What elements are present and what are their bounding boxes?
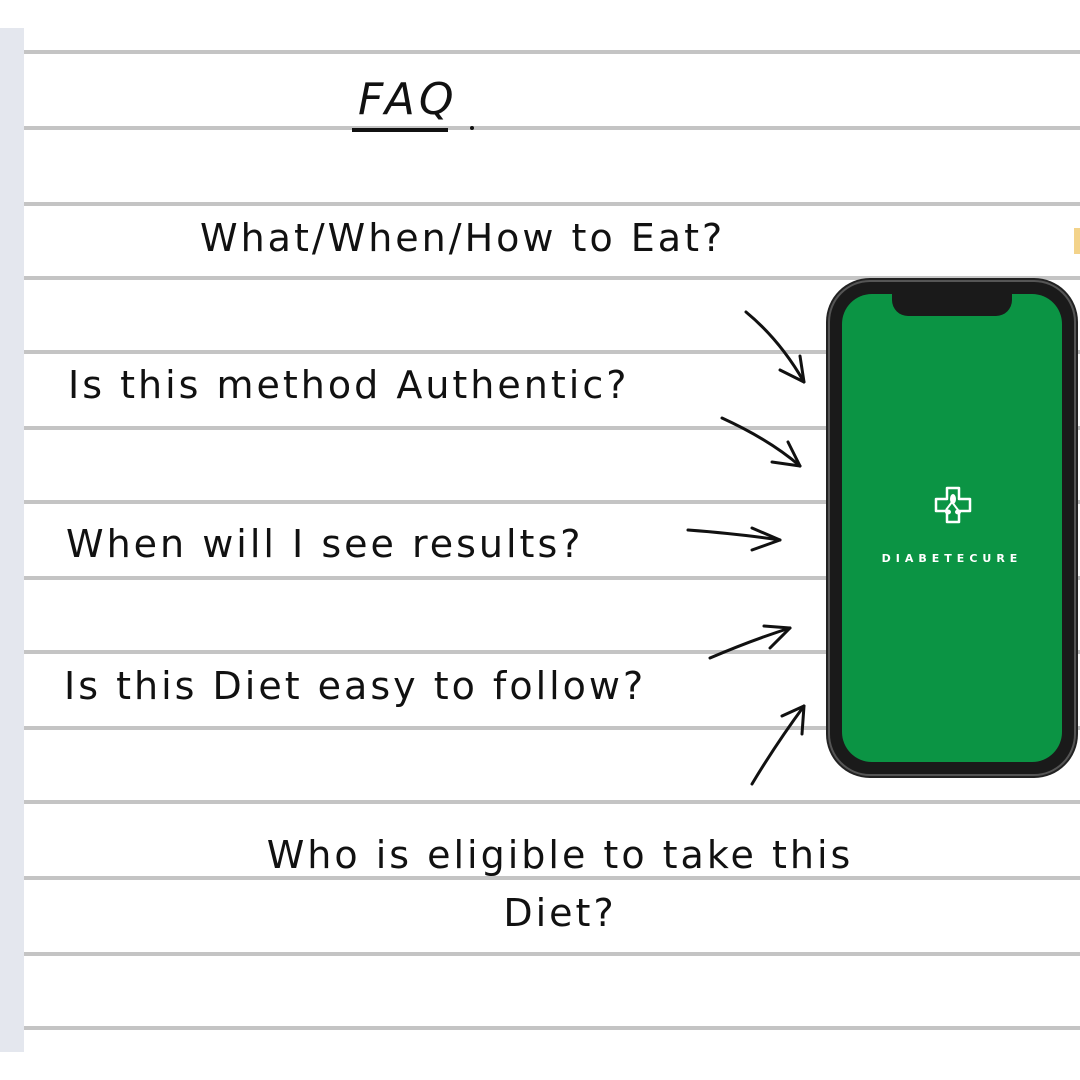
arrow-1 bbox=[744, 310, 806, 384]
edge-highlight-mark bbox=[1074, 228, 1080, 254]
phone-notch bbox=[892, 294, 1012, 316]
left-margin-strip bbox=[0, 28, 24, 1052]
arrow-5 bbox=[750, 704, 806, 786]
arrow-3 bbox=[686, 526, 782, 552]
faq-title-underline bbox=[352, 128, 448, 132]
question-easy-to-follow: Is this Diet easy to follow? bbox=[64, 664, 647, 708]
arrow-4 bbox=[708, 624, 792, 660]
question-results: When will I see results? bbox=[66, 522, 584, 566]
question-authentic: Is this method Authentic? bbox=[68, 363, 630, 407]
smartphone: DIABETECURE bbox=[830, 282, 1074, 774]
arrow-2 bbox=[720, 416, 802, 468]
question-what-when-how: What/When/How to Eat? bbox=[200, 216, 726, 260]
medical-cross-leaf-icon bbox=[934, 486, 972, 524]
faq-title-dot bbox=[470, 126, 474, 130]
brand-name: DIABETECURE bbox=[881, 552, 1023, 565]
phone-screen: DIABETECURE bbox=[842, 294, 1062, 762]
question-eligible: Who is eligible to take this Diet? bbox=[266, 833, 854, 935]
faq-title: FAQ bbox=[358, 74, 458, 125]
